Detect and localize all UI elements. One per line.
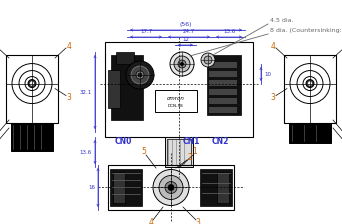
Bar: [217, 172, 229, 203]
Circle shape: [204, 56, 212, 64]
Text: 13.6: 13.6: [223, 29, 235, 34]
Text: 5: 5: [142, 147, 146, 157]
Text: 8 dia. (Countersinking: 2): 8 dia. (Countersinking: 2): [270, 28, 342, 33]
Circle shape: [178, 60, 186, 68]
Text: 10: 10: [264, 71, 271, 77]
Text: 3: 3: [271, 93, 275, 102]
Text: 4: 4: [148, 218, 154, 224]
Text: 4.5 dia.: 4.5 dia.: [270, 18, 293, 23]
Circle shape: [170, 52, 194, 76]
Bar: [155, 90, 197, 112]
Circle shape: [308, 82, 312, 86]
Bar: [209, 98, 237, 104]
Text: omron: omron: [167, 97, 185, 101]
Bar: [209, 62, 237, 68]
Bar: [167, 139, 191, 165]
Bar: [108, 165, 234, 210]
Circle shape: [136, 71, 144, 79]
Text: CN2: CN2: [211, 138, 229, 146]
Bar: [200, 169, 232, 206]
Text: 17.7: 17.7: [140, 29, 152, 34]
Circle shape: [174, 56, 190, 72]
Circle shape: [165, 181, 177, 194]
Bar: [284, 55, 336, 123]
Text: 24.7: 24.7: [183, 29, 195, 34]
Bar: [209, 89, 237, 95]
Circle shape: [131, 66, 149, 84]
Bar: [11, 123, 53, 151]
Text: (56): (56): [180, 22, 192, 27]
Text: 3: 3: [196, 218, 200, 224]
Bar: [110, 169, 142, 206]
Text: DCN-58: DCN-58: [168, 104, 184, 108]
Bar: [209, 71, 237, 77]
Text: 4: 4: [271, 41, 275, 50]
Text: 1: 1: [193, 147, 197, 157]
Circle shape: [138, 73, 142, 77]
Circle shape: [168, 185, 174, 190]
Bar: [116, 52, 134, 64]
Circle shape: [306, 80, 314, 88]
Text: 12: 12: [182, 37, 189, 42]
Bar: [209, 80, 237, 86]
Circle shape: [126, 61, 154, 89]
Circle shape: [153, 170, 189, 205]
Bar: [108, 70, 120, 108]
Bar: [207, 55, 241, 115]
Text: 32.1: 32.1: [80, 90, 92, 95]
Bar: [6, 55, 58, 123]
Text: 16: 16: [88, 185, 95, 190]
Bar: [165, 137, 193, 167]
Text: CN0: CN0: [114, 138, 132, 146]
Text: 3: 3: [67, 93, 71, 102]
Bar: [113, 172, 125, 203]
Text: 4: 4: [67, 41, 71, 50]
Text: 2: 2: [188, 153, 192, 162]
Text: CN1: CN1: [182, 138, 200, 146]
Circle shape: [28, 80, 36, 88]
Text: 13.6: 13.6: [80, 149, 92, 155]
Circle shape: [201, 53, 215, 67]
Bar: [111, 55, 143, 120]
Circle shape: [159, 175, 183, 200]
Circle shape: [181, 62, 184, 65]
Circle shape: [30, 82, 34, 86]
Bar: [209, 107, 237, 113]
Bar: [105, 42, 253, 137]
Bar: [289, 123, 331, 143]
